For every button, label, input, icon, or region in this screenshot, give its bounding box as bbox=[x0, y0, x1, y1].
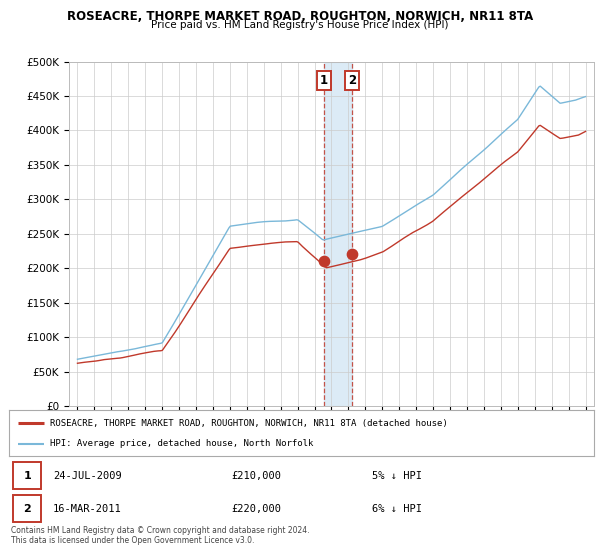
Text: 1: 1 bbox=[320, 74, 328, 87]
Text: 2: 2 bbox=[23, 504, 31, 514]
FancyBboxPatch shape bbox=[13, 495, 41, 522]
Text: 16-MAR-2011: 16-MAR-2011 bbox=[53, 504, 122, 514]
Text: £220,000: £220,000 bbox=[232, 504, 281, 514]
Text: 5% ↓ HPI: 5% ↓ HPI bbox=[372, 471, 422, 480]
Text: 1: 1 bbox=[23, 471, 31, 480]
Text: ROSEACRE, THORPE MARKET ROAD, ROUGHTON, NORWICH, NR11 8TA: ROSEACRE, THORPE MARKET ROAD, ROUGHTON, … bbox=[67, 10, 533, 23]
Bar bbox=[324, 62, 352, 406]
Text: 24-JUL-2009: 24-JUL-2009 bbox=[53, 471, 122, 480]
Text: 6% ↓ HPI: 6% ↓ HPI bbox=[372, 504, 422, 514]
Text: Price paid vs. HM Land Registry's House Price Index (HPI): Price paid vs. HM Land Registry's House … bbox=[151, 20, 449, 30]
Text: Contains HM Land Registry data © Crown copyright and database right 2024.: Contains HM Land Registry data © Crown c… bbox=[11, 526, 310, 535]
Text: ROSEACRE, THORPE MARKET ROAD, ROUGHTON, NORWICH, NR11 8TA (detached house): ROSEACRE, THORPE MARKET ROAD, ROUGHTON, … bbox=[50, 419, 448, 428]
Text: 2: 2 bbox=[348, 74, 356, 87]
Point bbox=[319, 257, 329, 266]
FancyBboxPatch shape bbox=[13, 462, 41, 489]
Point bbox=[347, 250, 357, 259]
Text: This data is licensed under the Open Government Licence v3.0.: This data is licensed under the Open Gov… bbox=[11, 536, 254, 545]
Text: £210,000: £210,000 bbox=[232, 471, 281, 480]
Text: HPI: Average price, detached house, North Norfolk: HPI: Average price, detached house, Nort… bbox=[50, 439, 313, 448]
